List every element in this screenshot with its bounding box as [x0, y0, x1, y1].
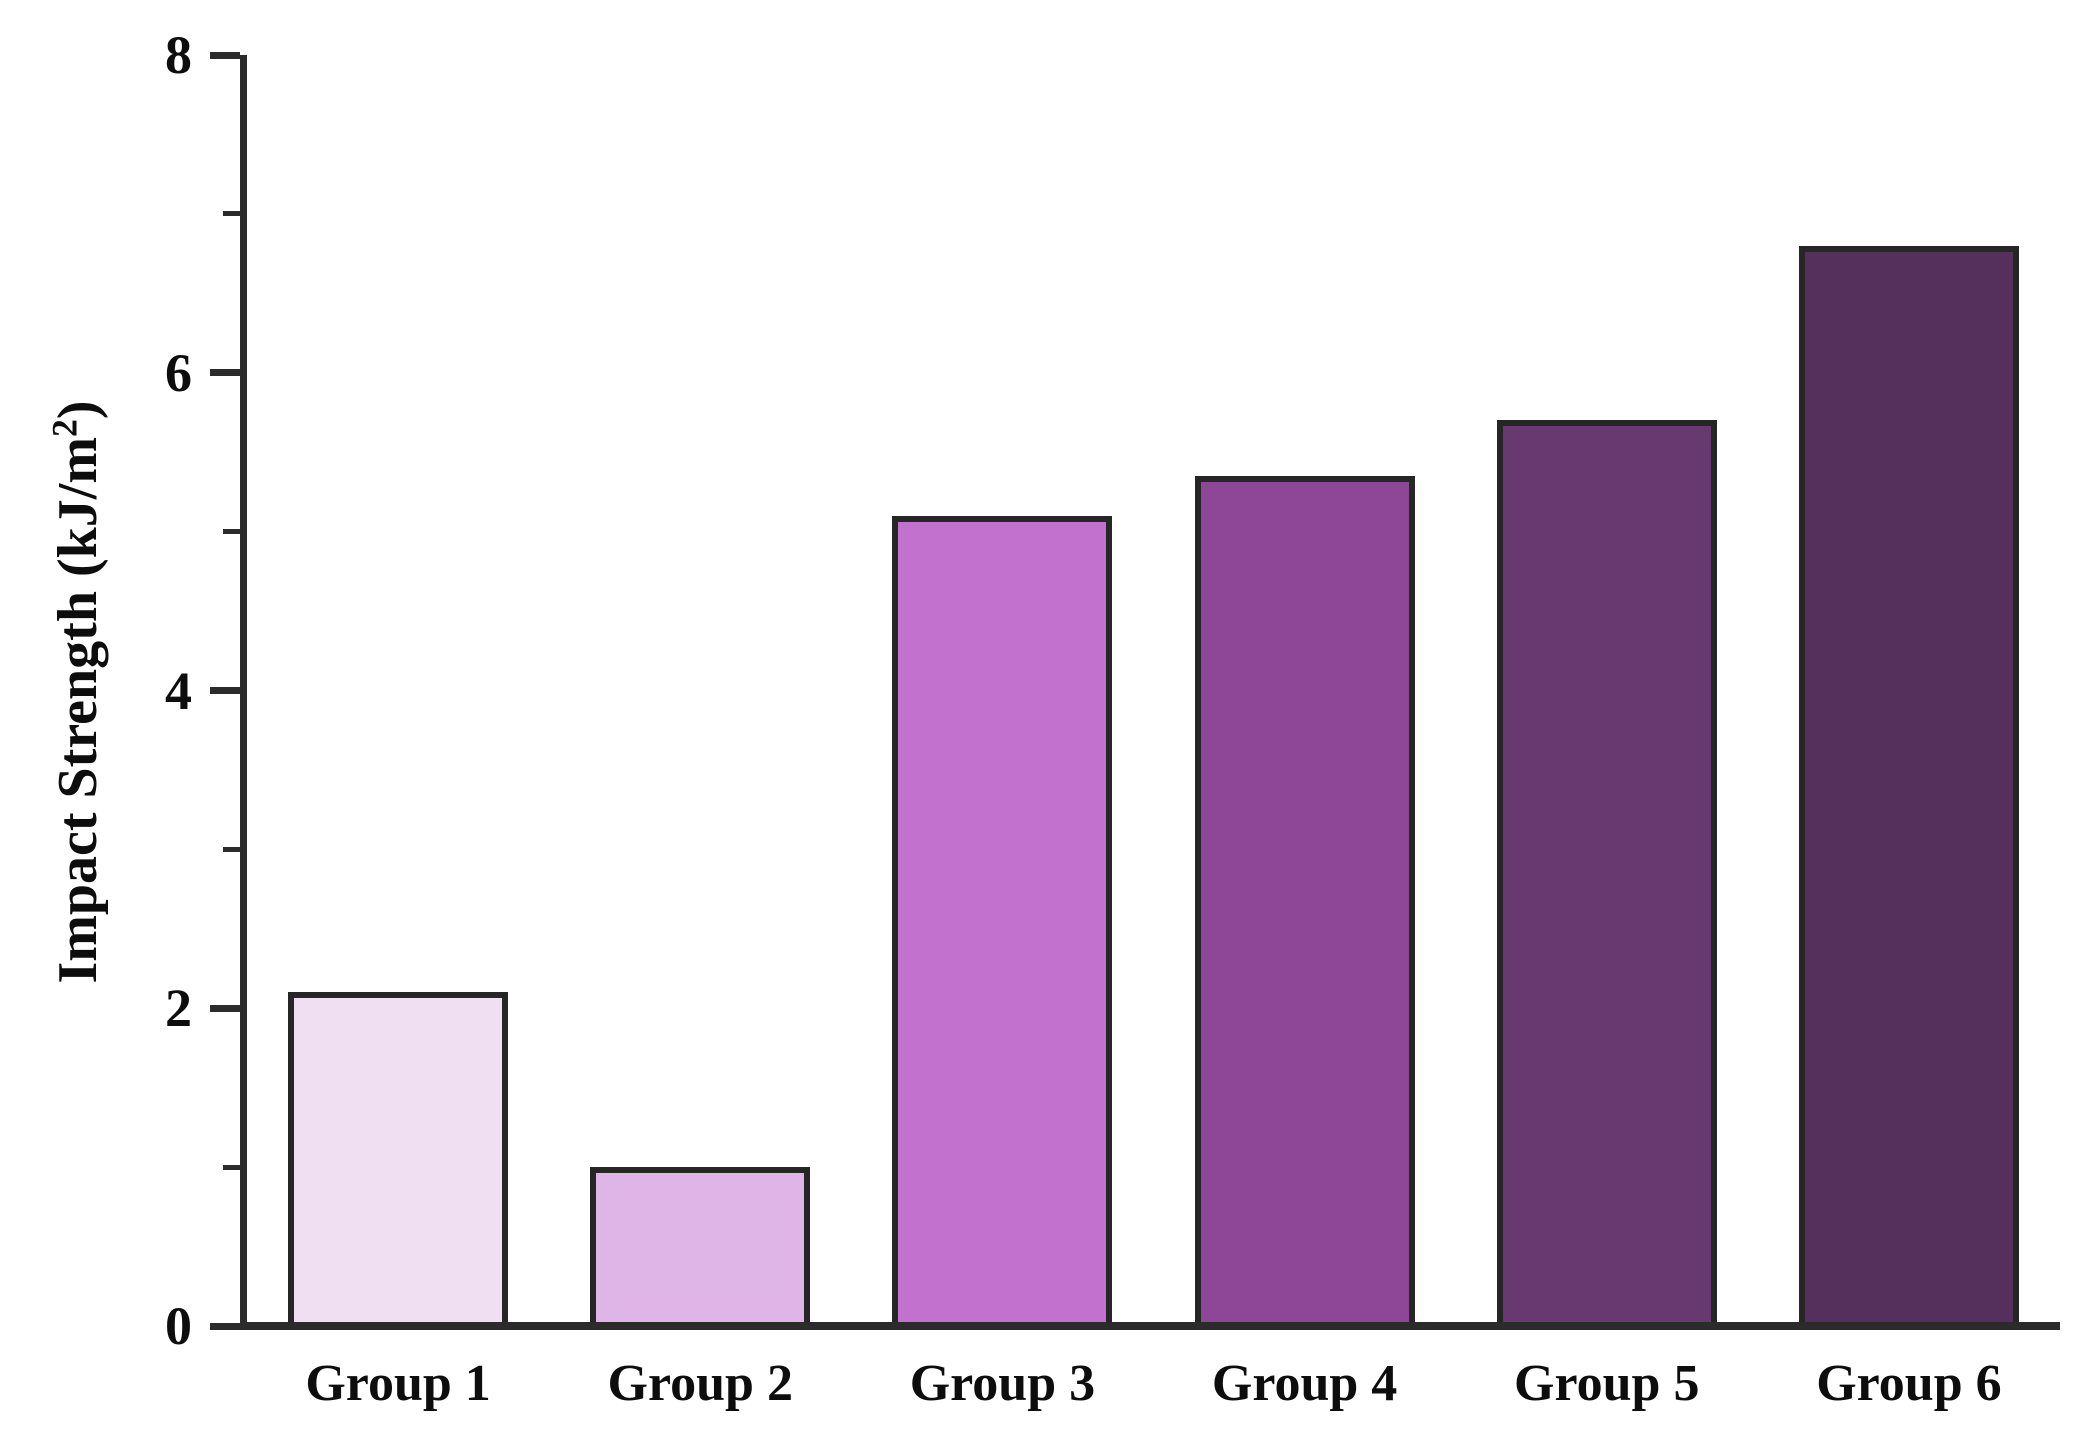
y-minor-tick-1 — [223, 1164, 240, 1170]
bar-group-6 — [1798, 245, 2019, 1326]
x-axis-line — [240, 1322, 2060, 1330]
bar-group-4 — [1194, 476, 1415, 1326]
y-major-tick-6 — [210, 369, 240, 377]
bars-layer — [247, 55, 2060, 1326]
y-major-tick-2 — [210, 1004, 240, 1012]
bar-group-3 — [892, 515, 1113, 1326]
y-major-tick-4 — [210, 687, 240, 694]
bar-group-1 — [288, 992, 509, 1326]
y-tick-label-8: 8 — [165, 25, 192, 85]
y-minor-tick-3 — [223, 846, 240, 852]
y-axis-line — [240, 55, 247, 1330]
x-label-group-1: Group 1 — [305, 1355, 491, 1412]
y-major-tick-8 — [210, 51, 240, 59]
y-minor-tick-5 — [223, 529, 240, 535]
x-axis-labels: Group 1 Group 2 Group 3 Group 4 Group 5 Group… — [247, 1342, 2060, 1426]
y-major-tick-0 — [210, 1322, 240, 1330]
bar-group-2 — [590, 1167, 811, 1326]
y-axis-title-superscript: 2 — [44, 419, 85, 438]
y-tick-label-6: 6 — [165, 342, 192, 403]
x-label-group-6: Group 6 — [1816, 1355, 2002, 1412]
x-label-group-2: Group 2 — [607, 1355, 793, 1412]
plot-area: 0 2 4 6 8 — [165, 25, 2060, 1356]
y-minor-tick-7 — [223, 211, 240, 217]
y-tick-label-4: 4 — [165, 660, 192, 721]
bar-group-5 — [1496, 420, 1717, 1326]
y-tick-label-2: 2 — [165, 978, 192, 1039]
x-label-group-3: Group 3 — [909, 1355, 1096, 1412]
y-tick-label-0: 0 — [165, 1296, 192, 1356]
x-label-group-4: Group 4 — [1211, 1355, 1398, 1412]
x-label-group-5: Group 5 — [1514, 1355, 1700, 1412]
